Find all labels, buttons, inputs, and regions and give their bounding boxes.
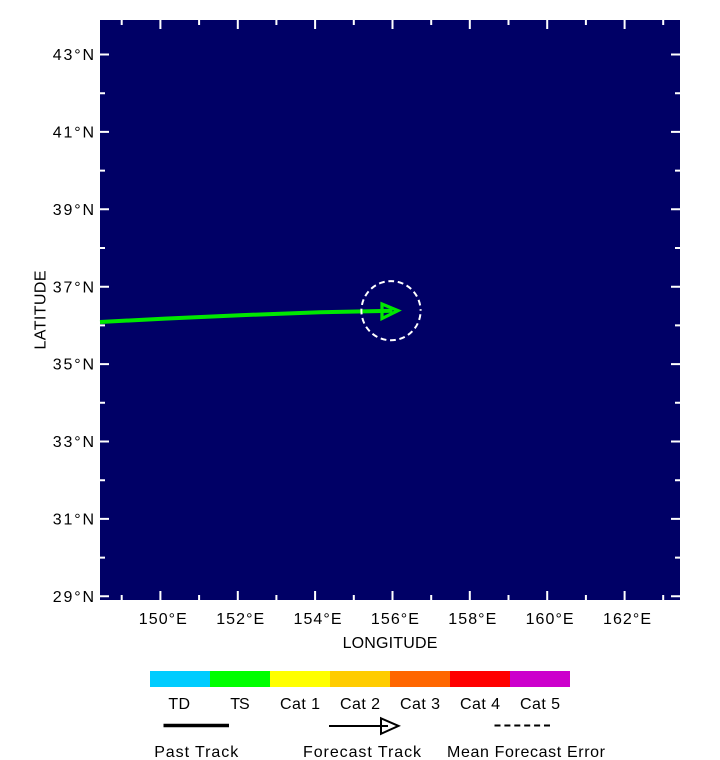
svg-text:156°E: 156°E bbox=[371, 611, 419, 628]
svg-text:Past Track: Past Track bbox=[154, 744, 239, 760]
svg-text:41°N: 41°N bbox=[53, 125, 94, 142]
svg-text:39°N: 39°N bbox=[53, 202, 94, 219]
svg-text:162°E: 162°E bbox=[603, 611, 651, 628]
svg-text:Cat 3: Cat 3 bbox=[400, 696, 440, 713]
svg-text:Mean Forecast Error: Mean Forecast Error bbox=[447, 744, 606, 760]
svg-text:Cat 4: Cat 4 bbox=[460, 696, 500, 713]
svg-text:LATITUDE: LATITUDE bbox=[33, 271, 50, 350]
svg-text:158°E: 158°E bbox=[448, 611, 496, 628]
svg-text:35°N: 35°N bbox=[53, 357, 94, 374]
svg-text:31°N: 31°N bbox=[53, 512, 94, 529]
svg-text:Cat 5: Cat 5 bbox=[520, 696, 560, 713]
svg-text:29°N: 29°N bbox=[53, 589, 94, 606]
svg-text:Cat 1: Cat 1 bbox=[280, 696, 320, 713]
svg-text:152°E: 152°E bbox=[216, 611, 264, 628]
svg-text:43°N: 43°N bbox=[53, 47, 94, 64]
svg-text:TD: TD bbox=[168, 696, 190, 713]
svg-text:160°E: 160°E bbox=[526, 611, 574, 628]
svg-text:37°N: 37°N bbox=[53, 279, 94, 296]
svg-text:154°E: 154°E bbox=[294, 611, 342, 628]
svg-text:LONGITUDE: LONGITUDE bbox=[343, 635, 438, 652]
svg-text:150°E: 150°E bbox=[139, 611, 187, 628]
svg-text:TS: TS bbox=[230, 696, 249, 713]
svg-text:Forecast Track: Forecast Track bbox=[303, 744, 422, 760]
svg-text:33°N: 33°N bbox=[53, 434, 94, 451]
svg-text:Cat 2: Cat 2 bbox=[340, 696, 380, 713]
